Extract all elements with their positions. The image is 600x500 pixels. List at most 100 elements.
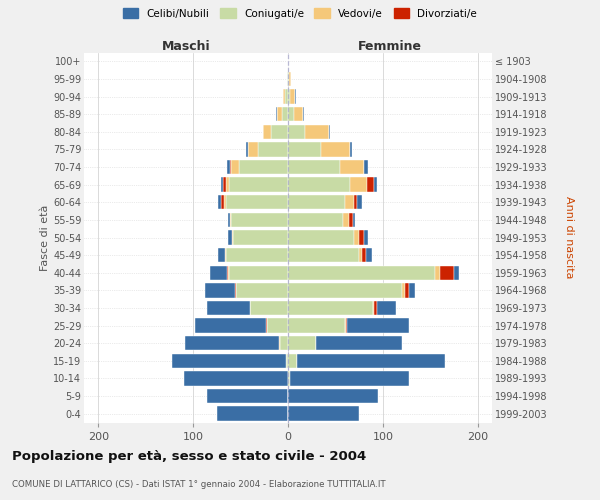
- Bar: [288, 406, 359, 421]
- Bar: [454, 266, 459, 280]
- Bar: [283, 107, 288, 122]
- Bar: [364, 160, 368, 174]
- Bar: [267, 318, 288, 333]
- Bar: [346, 318, 347, 333]
- Bar: [288, 212, 343, 227]
- Bar: [227, 160, 230, 174]
- Bar: [321, 142, 350, 156]
- Bar: [350, 142, 352, 156]
- Bar: [226, 195, 288, 210]
- Bar: [223, 178, 226, 192]
- Bar: [316, 336, 402, 350]
- Bar: [290, 371, 409, 386]
- Bar: [288, 178, 350, 192]
- Bar: [364, 230, 368, 244]
- Bar: [288, 389, 378, 404]
- Bar: [435, 266, 440, 280]
- Bar: [355, 195, 357, 210]
- Bar: [218, 195, 221, 210]
- Bar: [283, 90, 285, 104]
- Bar: [277, 107, 283, 122]
- Bar: [350, 178, 367, 192]
- Bar: [232, 230, 233, 244]
- Bar: [266, 318, 267, 333]
- Bar: [239, 160, 288, 174]
- Bar: [236, 283, 288, 298]
- Bar: [263, 124, 271, 139]
- Bar: [288, 72, 289, 86]
- Text: Femmine: Femmine: [358, 40, 422, 52]
- Bar: [288, 283, 402, 298]
- Bar: [355, 230, 359, 244]
- Bar: [305, 124, 329, 139]
- Bar: [172, 354, 286, 368]
- Bar: [285, 90, 288, 104]
- Bar: [288, 354, 298, 368]
- Bar: [345, 195, 355, 210]
- Bar: [374, 178, 377, 192]
- Bar: [290, 90, 295, 104]
- Bar: [359, 248, 362, 262]
- Bar: [205, 283, 235, 298]
- Bar: [226, 248, 288, 262]
- Bar: [288, 248, 359, 262]
- Bar: [362, 248, 366, 262]
- Bar: [374, 301, 377, 315]
- Text: Maschi: Maschi: [162, 40, 211, 52]
- Bar: [288, 336, 316, 350]
- Bar: [288, 318, 345, 333]
- Bar: [357, 195, 362, 210]
- Legend: Celibi/Nubili, Coniugati/e, Vedovi/e, Divorziati/e: Celibi/Nubili, Coniugati/e, Vedovi/e, Di…: [119, 5, 481, 21]
- Bar: [217, 406, 288, 421]
- Bar: [288, 301, 373, 315]
- Bar: [231, 160, 239, 174]
- Text: Popolazione per età, sesso e stato civile - 2004: Popolazione per età, sesso e stato civil…: [12, 450, 366, 463]
- Bar: [366, 248, 373, 262]
- Bar: [359, 230, 364, 244]
- Bar: [218, 248, 226, 262]
- Bar: [248, 142, 257, 156]
- Bar: [295, 90, 296, 104]
- Bar: [235, 283, 236, 298]
- Bar: [343, 212, 349, 227]
- Bar: [288, 142, 321, 156]
- Bar: [208, 389, 288, 404]
- Bar: [228, 230, 232, 244]
- Bar: [288, 195, 345, 210]
- Bar: [377, 301, 396, 315]
- Bar: [233, 230, 288, 244]
- Bar: [227, 266, 228, 280]
- Bar: [185, 336, 280, 350]
- Bar: [289, 72, 291, 86]
- Bar: [288, 107, 293, 122]
- Bar: [340, 160, 364, 174]
- Bar: [228, 266, 229, 280]
- Bar: [288, 230, 355, 244]
- Bar: [329, 124, 330, 139]
- Bar: [221, 178, 223, 192]
- Bar: [210, 266, 227, 280]
- Bar: [229, 178, 288, 192]
- Bar: [349, 212, 353, 227]
- Bar: [298, 354, 445, 368]
- Bar: [367, 178, 374, 192]
- Bar: [229, 266, 288, 280]
- Bar: [347, 318, 409, 333]
- Y-axis label: Anni di nascita: Anni di nascita: [564, 196, 574, 279]
- Bar: [221, 195, 224, 210]
- Bar: [288, 124, 305, 139]
- Bar: [184, 371, 288, 386]
- Bar: [402, 283, 405, 298]
- Bar: [288, 266, 435, 280]
- Bar: [280, 336, 288, 350]
- Bar: [288, 160, 340, 174]
- Bar: [224, 195, 226, 210]
- Bar: [440, 266, 454, 280]
- Bar: [226, 178, 229, 192]
- Bar: [208, 301, 250, 315]
- Bar: [250, 301, 288, 315]
- Bar: [230, 212, 231, 227]
- Bar: [345, 318, 346, 333]
- Bar: [286, 354, 288, 368]
- Text: COMUNE DI LATTARICO (CS) - Dati ISTAT 1° gennaio 2004 - Elaborazione TUTTITALIA.: COMUNE DI LATTARICO (CS) - Dati ISTAT 1°…: [12, 480, 386, 489]
